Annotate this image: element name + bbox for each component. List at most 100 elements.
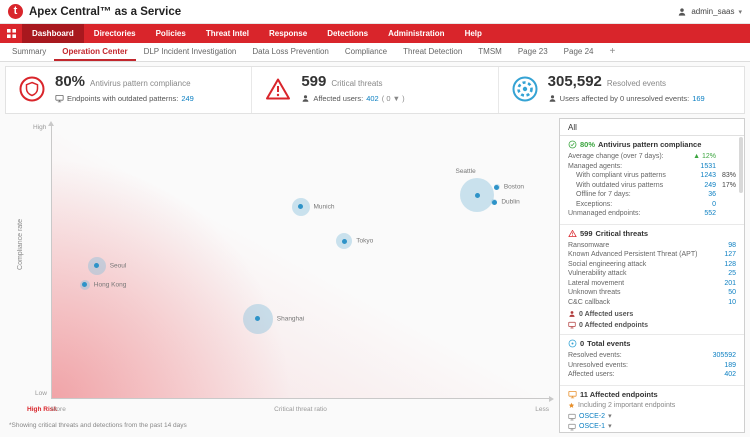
compliant-patterns-link[interactable]: 1243: [700, 172, 716, 179]
kpi-sub-value-link[interactable]: 169: [692, 94, 705, 103]
tab-page-24[interactable]: Page 24: [563, 46, 594, 56]
bubble-dot: [494, 184, 500, 190]
nav-item-dashboard[interactable]: Dashboard: [22, 24, 84, 43]
panel-row: Unmanaged endpoints: 552: [568, 210, 716, 217]
bubble-dublin[interactable]: Dublin: [491, 199, 520, 206]
endpoint-item[interactable]: WIN7SP1ENTX64 ▾: [568, 432, 736, 433]
resolved-events-link[interactable]: 305592: [712, 352, 736, 359]
tab-page-23[interactable]: Page 23: [517, 46, 548, 56]
offline-agents-link[interactable]: 36: [708, 191, 716, 198]
lateral-movement-link[interactable]: 201: [724, 279, 736, 287]
vulnerability-attack-link[interactable]: 25: [728, 270, 736, 277]
x-axis-title: Critical threat ratio: [274, 406, 327, 413]
compliance-title: Antivirus pattern compliance: [598, 140, 702, 149]
nav-apps-button[interactable]: [0, 24, 22, 43]
user-icon: [677, 7, 687, 17]
important-endpoints-note: Including 2 important endpoints: [568, 402, 736, 409]
user-menu[interactable]: admin_saas ▾: [677, 7, 742, 17]
tab-tmsm[interactable]: TMSM: [478, 46, 502, 56]
endpoint-item[interactable]: OSCE-2 ▾: [568, 412, 736, 422]
affected-user-icon: [301, 94, 310, 103]
app-title: Apex Central™ as a Service: [29, 5, 182, 18]
bubble-boston[interactable]: Boston: [493, 184, 524, 191]
bubble-hong-kong[interactable]: Hong Kong: [79, 279, 126, 290]
chevron-down-icon[interactable]: ▾: [608, 412, 612, 420]
panel-section-endpoints: 11 Affected endpoints Including 2 import…: [560, 386, 744, 433]
tab-summary[interactable]: Summary: [12, 46, 47, 56]
nav-item-administration[interactable]: Administration: [388, 29, 445, 38]
bubble-tokyo[interactable]: Tokyo: [336, 233, 373, 250]
star-icon: [568, 402, 575, 409]
endpoint-item[interactable]: OSCE-1 ▾: [568, 422, 736, 432]
panel-section-compliance: 80% Antivirus pattern compliance Average…: [560, 136, 744, 225]
kpi-resolved-events: 305,592 Resolved events Users affected b…: [497, 67, 744, 113]
pattern-compliance-icon: [18, 75, 46, 103]
detail-panel: All 80% Antivirus pattern compliance Ave…: [559, 118, 745, 433]
outdated-patterns-link[interactable]: 249: [704, 181, 716, 189]
bubble-dot: [255, 316, 261, 322]
chevron-down-icon[interactable]: ▾: [639, 432, 643, 433]
monitor-icon: [568, 423, 576, 431]
apt-link[interactable]: 127: [724, 251, 736, 258]
endpoint-name[interactable]: WIN7SP1ENTX64: [579, 432, 636, 433]
bubble-shanghai[interactable]: Shanghai: [242, 303, 304, 334]
check-circle-icon: [568, 140, 577, 149]
add-tab-button[interactable]: +: [609, 45, 616, 57]
endpoint-name[interactable]: OSCE-1: [579, 422, 606, 430]
kpi-sub-label: Affected users:: [313, 94, 364, 103]
tab-data-loss-prevention[interactable]: Data Loss Prevention: [252, 46, 329, 56]
chevron-down-icon[interactable]: ▾: [608, 422, 612, 430]
unmanaged-endpoints-link[interactable]: 552: [704, 210, 716, 217]
x-axis-more-label: More: [51, 406, 66, 413]
panel-scope-selector[interactable]: All: [560, 119, 744, 136]
nav-item-directories[interactable]: Directories: [93, 29, 136, 38]
endpoints-title: 11 Affected endpoints: [580, 389, 658, 399]
tab-dlp-incident-investigation[interactable]: DLP Incident Investigation: [143, 46, 237, 56]
bubble-dot: [491, 199, 497, 205]
kpi-sub-value-link[interactable]: 249: [181, 94, 194, 103]
nav-item-policies[interactable]: Policies: [155, 29, 186, 38]
managed-agents-link[interactable]: 1531: [700, 162, 716, 170]
bubble-label: Munich: [313, 203, 335, 210]
events-circle-icon: [568, 339, 577, 348]
bubble-label: Dublin: [501, 198, 520, 206]
panel-row: Affected users: 402: [568, 371, 736, 378]
bubble-dot: [94, 263, 100, 269]
nav-item-help[interactable]: Help: [464, 29, 482, 38]
kpi-sub-value-link[interactable]: 402: [366, 94, 379, 103]
bubble-label: Shanghai: [276, 315, 305, 323]
panel-scrollbar[interactable]: [739, 137, 743, 193]
ransomware-link[interactable]: 98: [728, 241, 736, 249]
tab-compliance[interactable]: Compliance: [344, 46, 388, 56]
endpoint-name[interactable]: OSCE-2: [579, 412, 606, 420]
exceptions-link[interactable]: 0: [712, 200, 716, 208]
nav-item-response[interactable]: Response: [268, 29, 308, 38]
bubble-munich[interactable]: Munich: [291, 197, 334, 216]
user-name: admin_saas: [691, 7, 735, 16]
kpi-antivirus-compliance: 80% Antivirus pattern compliance Endpoin…: [6, 67, 251, 113]
kpi-critical-threats: 599 Critical threats Affected users: 402…: [251, 67, 497, 113]
cc-callback-link[interactable]: 10: [728, 298, 736, 306]
panel-section-threats: 599 Critical threats Ransomware 98 Known …: [560, 225, 744, 335]
panel-row: Unknown threats 50: [568, 289, 736, 296]
unresolved-events-link[interactable]: 189: [724, 361, 736, 369]
nav-item-detections[interactable]: Detections: [327, 29, 369, 38]
main-content: High Low Compliance rate High Risk Seatt…: [5, 118, 745, 433]
tab-threat-detection[interactable]: Threat Detection: [403, 46, 463, 56]
panel-row: Social engineering attack 128: [568, 260, 736, 268]
tab-operation-center[interactable]: Operation Center: [54, 43, 136, 61]
nav-item-threat-intel[interactable]: Threat Intel: [205, 29, 249, 38]
unknown-threats-link[interactable]: 50: [728, 289, 736, 296]
kpi-label: Resolved events: [606, 79, 667, 88]
bubble-dot: [341, 238, 347, 244]
bubble-seattle[interactable]: Seattle: [455, 168, 495, 213]
bubble-seoul[interactable]: Seoul: [87, 256, 126, 275]
social-engineering-link[interactable]: 128: [724, 260, 736, 268]
grid-icon: [6, 29, 16, 38]
bubble-label: Tokyo: [356, 237, 374, 245]
panel-row: Known Advanced Persistent Threat (APT) 12…: [568, 251, 736, 258]
affected-users-link[interactable]: 402: [724, 371, 736, 378]
bubble-label: Hong Kong: [93, 281, 127, 289]
main-nav: Dashboard Directories Policies Threat In…: [0, 24, 750, 43]
panel-row: Vulnerability attack 25: [568, 270, 736, 277]
